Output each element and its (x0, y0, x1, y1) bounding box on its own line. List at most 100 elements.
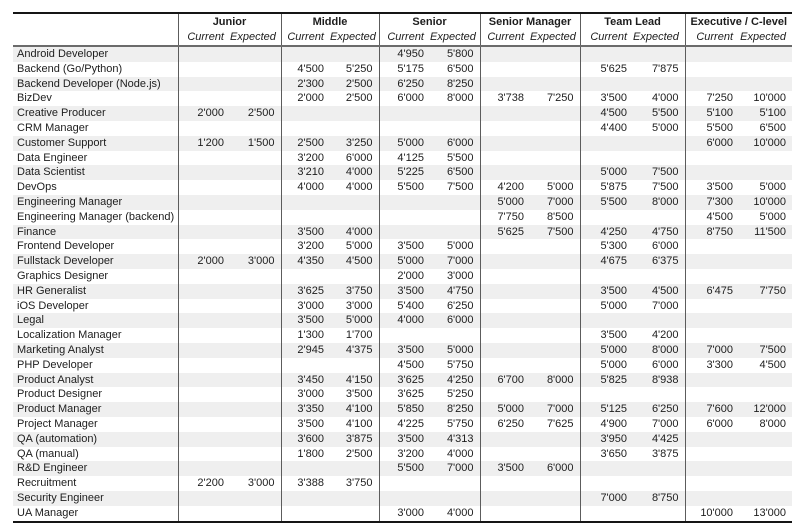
value-cell (579, 387, 634, 403)
role-cell: QA (manual) (17, 447, 79, 460)
value-cell (479, 328, 531, 343)
value-cell (739, 76, 793, 92)
value-cell: 4'350 (280, 254, 330, 269)
role-cell: Project Manager (17, 417, 98, 430)
value-cell: 4'000 (651, 92, 679, 105)
role-cell: Recruitment (17, 477, 77, 490)
value-cell: 7'500 (633, 165, 686, 181)
value-cell: 3'500 (479, 461, 531, 477)
value-cell (230, 461, 281, 477)
value-cell (530, 342, 581, 358)
value-cell (177, 268, 230, 284)
value-cell (280, 268, 330, 284)
value-cell: 4'400 (579, 120, 634, 136)
value-cell (739, 387, 792, 402)
value-cell (739, 165, 793, 181)
column-group-header-junior: Junior (177, 13, 281, 30)
value-cell (280, 106, 330, 121)
value-cell (479, 342, 531, 358)
value-cell (430, 210, 480, 225)
role-cell: Security Engineer (13, 490, 178, 506)
value-cell (177, 357, 230, 373)
table-row-bizdev: BizDev 2'000 2'500 6'000 8'000 3'738 7'250 3'50… (13, 91, 792, 107)
value-cell (230, 121, 281, 136)
table-row-product-designer: Product Designer 3'000 3'500 3'625 5'250 (13, 387, 792, 403)
value-cell: 4'500 (280, 61, 330, 77)
table-row-graphics-designer: Graphics Designer 2'000 3'000 (13, 268, 792, 284)
value-cell: 7'500 (651, 181, 679, 194)
value-cell (330, 106, 379, 121)
role-cell: HR Generalist (13, 283, 178, 299)
value-cell: 6'500 (759, 121, 787, 134)
value-cell: 5'000 (759, 181, 787, 194)
value-cell (530, 62, 580, 77)
value-cell (530, 447, 580, 462)
value-cell (530, 46, 581, 62)
value-cell: 5'850 (378, 402, 430, 417)
table-row-engineering-manager: Engineering Manager 5'000 7'000 5'500 8'000 7… (13, 194, 793, 210)
value-cell: 3'000 (280, 387, 330, 403)
value-cell (479, 239, 531, 255)
value-cell: 5'000 (479, 194, 531, 210)
value-cell: 1'700 (345, 329, 373, 342)
value-cell: 4'125 (378, 150, 430, 166)
table-row-data-scientist: Data Scientist 3'210 4'000 5'225 6'500 5'000 7… (13, 165, 793, 181)
value-cell: 4'000 (330, 224, 379, 240)
value-cell: 11'500 (739, 224, 793, 240)
value-cell: 8'750 (684, 224, 740, 240)
value-cell (378, 120, 430, 136)
value-cell: 3'625 (378, 372, 430, 388)
value-cell: 3'875 (651, 447, 679, 460)
value-cell (230, 210, 281, 225)
value-cell (739, 299, 792, 314)
value-cell (230, 387, 281, 402)
value-cell: 4'500 (330, 254, 379, 269)
value-cell (684, 239, 740, 255)
value-cell (684, 328, 740, 343)
value-cell (530, 358, 580, 373)
value-cell: 3'500 (345, 388, 373, 401)
value-cell: 3'450 (280, 372, 330, 388)
subcolumn-header-executive-c-level-expected: Expected (739, 30, 793, 47)
value-cell: 5'625 (479, 224, 531, 240)
value-cell: 4'000 (446, 506, 474, 519)
value-cell (530, 387, 580, 402)
value-cell (177, 91, 230, 107)
value-cell (177, 328, 230, 343)
value-cell: 4'313 (430, 431, 481, 447)
value-cell: 3'500 (280, 224, 330, 240)
value-cell (479, 387, 531, 403)
value-cell: 3'650 (579, 446, 634, 462)
value-cell (479, 46, 531, 62)
value-cell (230, 194, 281, 210)
value-cell (177, 194, 230, 210)
value-cell: 5'825 (579, 372, 634, 388)
value-cell: 3'750 (330, 283, 379, 299)
value-cell: 5'800 (430, 46, 481, 62)
value-cell: 3'500 (579, 328, 634, 343)
column-group-header-senior-manager: Senior Manager (479, 13, 581, 30)
role-cell: QA (automation) (13, 431, 178, 447)
value-cell (330, 194, 379, 210)
value-cell (177, 505, 230, 522)
value-cell (177, 180, 230, 195)
value-cell (280, 505, 330, 522)
value-cell: 4'000 (330, 165, 379, 181)
value-cell (739, 313, 793, 329)
value-cell: 2'300 (280, 76, 330, 92)
value-cell (530, 76, 581, 92)
value-cell (530, 135, 581, 151)
value-cell (177, 416, 230, 432)
value-cell: 4'000 (345, 181, 373, 194)
value-cell (230, 165, 281, 181)
subcolumn-header-senior-manager-expected: Expected (530, 30, 581, 47)
value-cell (430, 194, 481, 210)
table-row-localization-manager: Localization Manager 1'300 1'700 3'500 4'200 (13, 328, 792, 343)
value-cell: 5'000 (546, 181, 574, 194)
table-row-backend-go-python: Backend (Go/Python) 4'500 5'250 5'175 6'500 5… (13, 61, 792, 77)
subcolumn-header-junior-expected: Expected (230, 30, 281, 47)
value-cell (430, 106, 481, 121)
value-cell (330, 46, 379, 62)
value-cell: 4'000 (446, 447, 474, 460)
value-cell: 4'950 (378, 46, 430, 62)
